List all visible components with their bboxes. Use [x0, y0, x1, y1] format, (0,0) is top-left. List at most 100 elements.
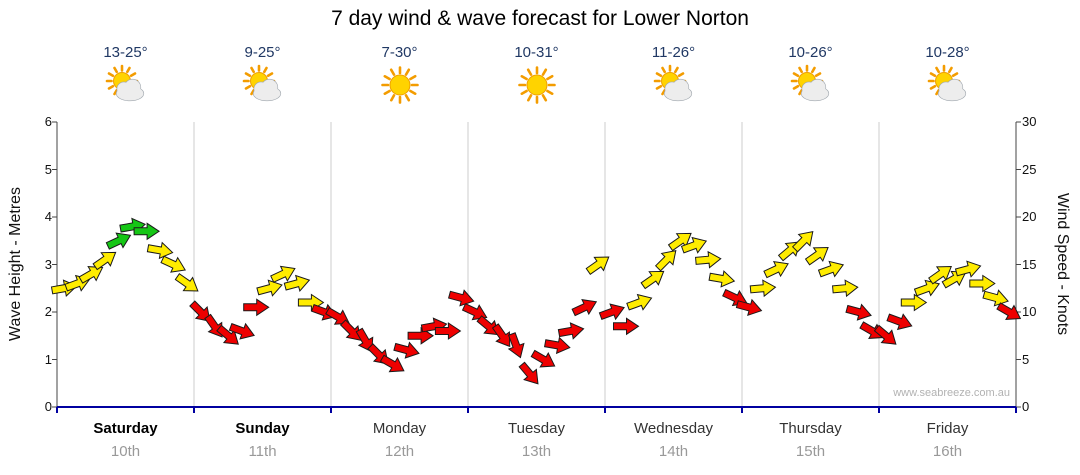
- day-name: Thursday: [779, 420, 842, 437]
- right-axis-tick: 5: [1022, 351, 1030, 367]
- wind-arrow: [791, 230, 814, 253]
- left-axis-tick: 5: [44, 161, 52, 177]
- day-name: Friday: [926, 420, 969, 437]
- wind-arrow: [530, 349, 556, 368]
- left-axis-tick: 4: [44, 209, 52, 224]
- left-axis-tick: 6: [44, 114, 52, 129]
- day-name: Wednesday: [634, 420, 713, 437]
- wind-arrow: [476, 315, 500, 336]
- right-axis-tick: 20: [1022, 209, 1037, 224]
- partly-cloudy-icon: [103, 64, 149, 110]
- wind-arrow: [996, 302, 1022, 320]
- day-date: 11th: [248, 443, 277, 460]
- wind-arrow: [982, 289, 1009, 307]
- wind-arrow: [626, 293, 653, 311]
- temp-range: 10-26°: [788, 44, 833, 61]
- temp-range: 10-31°: [514, 44, 559, 61]
- sunny-icon: [514, 64, 560, 110]
- wind-arrow: [598, 303, 625, 321]
- right-axis-title: Wind Speed - Knots: [1054, 192, 1071, 336]
- day-date: 13th: [521, 443, 552, 460]
- day-name: Saturday: [93, 420, 158, 437]
- wind-arrow: [270, 265, 296, 283]
- day-date: 14th: [658, 443, 689, 460]
- wind-arrow: [133, 222, 161, 241]
- temp-range: 13-25°: [103, 44, 148, 61]
- wind-arrow: [461, 303, 488, 321]
- partly-cloudy-icon: [788, 64, 834, 110]
- wind-arrow: [297, 293, 325, 312]
- wind-arrow: [613, 317, 640, 336]
- wind-arrow: [585, 256, 610, 275]
- wind-arrow: [900, 293, 928, 312]
- wind-arrow: [355, 327, 374, 353]
- wind-arrow: [749, 279, 777, 298]
- day-date: 16th: [932, 443, 963, 460]
- temp-range: 9-25°: [244, 44, 281, 61]
- wind-arrow: [119, 217, 146, 236]
- wind-arrow: [407, 326, 435, 345]
- day-name: Tuesday: [508, 420, 565, 437]
- day-date: 10th: [110, 443, 141, 460]
- day-name: Sunday: [235, 420, 290, 437]
- wind-arrow: [735, 298, 763, 317]
- partly-cloudy-icon: [651, 64, 697, 110]
- wind-arrow: [507, 332, 525, 359]
- wind-arrow: [804, 247, 829, 266]
- wind-arrow: [243, 298, 270, 317]
- wind-arrow: [393, 341, 420, 359]
- wind-arrow: [160, 255, 186, 273]
- wind-arrow: [913, 279, 941, 297]
- wind-arrow: [92, 251, 117, 271]
- temp-range: 10-28°: [925, 44, 970, 61]
- wind-arrow: [78, 266, 104, 284]
- sun-icon: [380, 66, 419, 104]
- wind-arrow: [283, 274, 311, 293]
- wind-arrow: [859, 321, 885, 339]
- wind-arrow: [189, 300, 211, 322]
- wind-arrow: [379, 354, 405, 373]
- wind-arrow: [654, 249, 677, 272]
- wind-arrow: [941, 270, 967, 289]
- wind-arrow: [174, 273, 199, 292]
- wind-arrow: [557, 322, 585, 340]
- partly-cloudy-icon: [240, 64, 286, 110]
- wind-arrow: [667, 232, 692, 252]
- wind-arrow: [146, 241, 174, 260]
- partly-cloudy-icon: [925, 64, 971, 110]
- wind-arrow: [518, 361, 539, 385]
- wind-arrow: [64, 274, 91, 292]
- wind-arrow: [928, 266, 952, 285]
- wind-arrow: [954, 260, 982, 278]
- wind-arrow: [845, 303, 872, 321]
- wind-arrow: [680, 236, 708, 254]
- day-date: 12th: [384, 443, 415, 460]
- wind-arrow: [50, 279, 78, 298]
- right-axis-tick: 25: [1022, 161, 1037, 177]
- wind-arrow: [722, 288, 748, 307]
- wind-arrow: [708, 270, 736, 288]
- watermark: www.seabreeze.com.au: [893, 387, 1010, 399]
- wind-arrow: [777, 241, 801, 262]
- left-axis-tick: 3: [44, 256, 52, 272]
- wind-arrow: [325, 307, 350, 325]
- wind-arrow: [420, 317, 448, 336]
- wind-arrow: [640, 270, 665, 290]
- wind-arrow: [256, 279, 283, 297]
- wind-arrow: [873, 324, 897, 345]
- sun-icon: [517, 66, 556, 104]
- temp-range: 11-26°: [651, 44, 696, 61]
- wind-arrow: [216, 324, 239, 345]
- right-axis-tick: 10: [1022, 304, 1037, 319]
- wind-arrow: [491, 323, 511, 348]
- sunny-icon: [377, 64, 423, 110]
- wind-arrow: [694, 250, 722, 269]
- left-axis-tick: 2: [44, 304, 52, 319]
- wind-arrow: [969, 274, 996, 293]
- day-date: 15th: [795, 443, 826, 460]
- wind-arrow: [434, 322, 462, 340]
- wind-arrow: [571, 298, 598, 317]
- wind-arrow: [831, 279, 859, 298]
- wind-arrow: [105, 232, 132, 250]
